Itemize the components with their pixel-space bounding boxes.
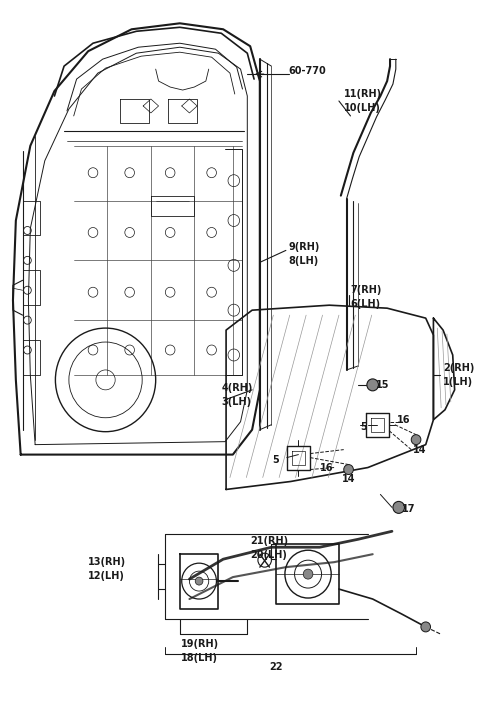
Text: 11(RH): 11(RH): [344, 89, 382, 99]
Circle shape: [344, 465, 353, 474]
Text: 20(LH): 20(LH): [250, 551, 287, 560]
Text: 6(LH): 6(LH): [350, 299, 381, 309]
Text: 22: 22: [269, 662, 283, 672]
Text: 3(LH): 3(LH): [221, 397, 252, 407]
Text: 8(LH): 8(LH): [289, 256, 319, 266]
Text: 1(LH): 1(LH): [443, 377, 473, 387]
Text: 18(LH): 18(LH): [181, 653, 218, 662]
Text: 14: 14: [342, 474, 355, 484]
Circle shape: [421, 622, 431, 632]
Text: 2(RH): 2(RH): [443, 363, 474, 373]
Text: 5: 5: [272, 455, 279, 465]
Text: 19(RH): 19(RH): [181, 639, 219, 649]
Text: 17: 17: [402, 504, 415, 515]
Circle shape: [303, 569, 313, 579]
Text: 16: 16: [320, 463, 333, 472]
Text: 60-770: 60-770: [289, 66, 326, 76]
Circle shape: [367, 379, 378, 391]
Text: 15: 15: [375, 380, 389, 390]
Text: 21(RH): 21(RH): [250, 536, 288, 546]
Text: 12(LH): 12(LH): [88, 571, 125, 581]
Text: 7(RH): 7(RH): [350, 285, 382, 295]
Text: 10(LH): 10(LH): [344, 103, 381, 113]
Text: 16: 16: [397, 415, 410, 425]
Text: 5: 5: [360, 422, 367, 432]
Circle shape: [393, 501, 405, 513]
Text: 4(RH): 4(RH): [221, 383, 252, 393]
Text: 13(RH): 13(RH): [88, 557, 126, 567]
Text: 14: 14: [413, 445, 427, 455]
Circle shape: [195, 577, 203, 585]
Circle shape: [411, 434, 421, 445]
Text: 9(RH): 9(RH): [289, 242, 320, 253]
